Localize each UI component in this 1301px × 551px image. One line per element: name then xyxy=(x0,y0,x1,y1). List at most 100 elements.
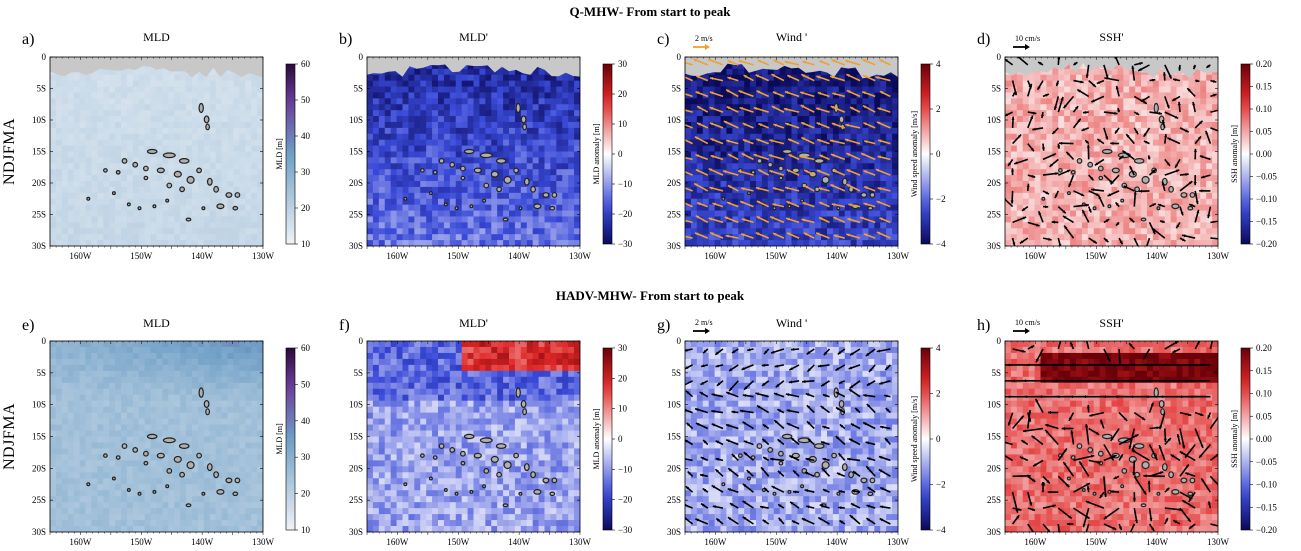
vector-arrowhead xyxy=(723,121,728,124)
vector-arrowhead xyxy=(1117,108,1121,112)
vector-arrowhead xyxy=(1069,379,1073,383)
vector-arrowhead xyxy=(1113,476,1118,479)
island xyxy=(142,450,149,457)
vector-arrowhead xyxy=(1105,74,1109,79)
island xyxy=(1107,489,1112,494)
vector-arrowhead xyxy=(681,235,684,238)
colorbar-tick-label: 40 xyxy=(301,416,311,426)
vector-arrowhead xyxy=(1129,343,1133,347)
y-tick-label: 0 xyxy=(677,336,682,346)
vector-arrowhead xyxy=(801,518,806,522)
island xyxy=(515,387,521,398)
vector-arrowhead xyxy=(699,392,704,395)
island xyxy=(750,170,756,175)
island xyxy=(86,196,91,201)
vector-arrow xyxy=(685,139,693,145)
colorbar-tick-label: −0.10 xyxy=(1256,480,1277,490)
vector-arrowhead xyxy=(1221,131,1225,134)
island xyxy=(1070,170,1076,175)
island xyxy=(738,453,743,458)
vector-arrowhead xyxy=(1019,456,1024,460)
vector-arrowhead xyxy=(1086,483,1090,487)
vector-arrowhead xyxy=(838,453,842,457)
y-tick-label: 5S xyxy=(671,368,681,378)
island xyxy=(1141,461,1150,470)
island xyxy=(496,471,503,478)
vector-arrowhead xyxy=(1192,101,1196,106)
vector-arrowhead xyxy=(821,468,826,472)
island xyxy=(821,175,830,184)
vector-arrowhead xyxy=(1201,175,1205,179)
x-tick-label: 160W xyxy=(386,537,409,547)
vector-arrowhead xyxy=(1060,96,1064,101)
vector-arrow xyxy=(1210,109,1218,113)
vector-arrowhead xyxy=(862,91,866,95)
island xyxy=(495,157,507,164)
vector-arrowhead xyxy=(820,406,825,410)
colorbar-tick-label: 20 xyxy=(301,489,311,499)
vector-arrowhead xyxy=(1095,431,1100,435)
colorbar-label: SSH anomaly [m] xyxy=(1230,410,1239,468)
vector-arrowhead xyxy=(1112,526,1117,530)
vector-arrow xyxy=(1044,429,1059,446)
y-tick-label: 10S xyxy=(667,400,681,410)
vector-arrowhead xyxy=(695,518,699,522)
island xyxy=(152,489,157,494)
vector-field xyxy=(685,347,892,525)
vector-arrowhead xyxy=(808,439,812,443)
island xyxy=(1156,491,1161,496)
island xyxy=(178,157,190,164)
heatmap-field xyxy=(50,57,263,246)
vector-arrowhead xyxy=(1179,395,1183,399)
vector-arrowhead xyxy=(1031,174,1036,178)
island xyxy=(542,477,550,484)
vector-arrowhead xyxy=(1070,363,1075,367)
vector-arrowhead xyxy=(784,60,789,64)
island xyxy=(121,443,128,450)
vector-arrowhead xyxy=(709,91,714,95)
vector-arrowhead xyxy=(1149,517,1153,522)
island xyxy=(1171,203,1180,210)
vector-arrowhead xyxy=(1041,147,1045,151)
panel-g xyxy=(684,328,933,535)
island xyxy=(781,148,793,155)
vector-arrowhead xyxy=(1091,188,1095,192)
y-tick-label: 5S xyxy=(353,368,363,378)
island xyxy=(473,452,482,459)
island xyxy=(533,203,542,210)
vector-arrowhead xyxy=(1161,181,1165,186)
vector-arrowhead xyxy=(1105,136,1108,140)
vector-arrowhead xyxy=(768,154,773,158)
vector-arrowhead xyxy=(1152,228,1156,232)
vector-arrowhead xyxy=(1052,130,1056,134)
vector-arrowhead xyxy=(1138,248,1141,252)
vector-arrowhead xyxy=(800,91,804,95)
heatmap-field xyxy=(50,341,263,532)
panel-label: h) xyxy=(977,317,990,334)
colorbar xyxy=(285,63,296,245)
vector-arrowhead xyxy=(1152,169,1156,173)
island xyxy=(831,452,837,459)
panel-title: Wind ' xyxy=(776,316,807,330)
vector-arrowhead xyxy=(1095,193,1100,196)
vector-arrow xyxy=(685,123,693,129)
vector-arrowhead xyxy=(756,138,760,142)
island xyxy=(1111,167,1120,174)
island xyxy=(232,491,239,497)
vector-arrowhead xyxy=(1199,155,1204,159)
vector-arrowhead xyxy=(1152,78,1156,82)
colorbar-tick-label: 2 xyxy=(936,389,941,399)
vector-arrowhead xyxy=(1065,483,1070,487)
vector-arrowhead xyxy=(1132,498,1136,502)
panel-f xyxy=(366,340,615,535)
vector-arrowhead xyxy=(837,351,842,355)
island xyxy=(1153,102,1159,114)
island xyxy=(438,443,445,450)
vector-arrowhead xyxy=(1019,240,1024,244)
vector-arrowhead xyxy=(850,107,854,110)
heatmap-field xyxy=(1005,57,1225,252)
vector-arrowhead xyxy=(1212,79,1217,83)
vector-field xyxy=(681,58,891,239)
vector-arrowhead xyxy=(999,452,1003,455)
vector-arrowhead xyxy=(712,202,716,206)
